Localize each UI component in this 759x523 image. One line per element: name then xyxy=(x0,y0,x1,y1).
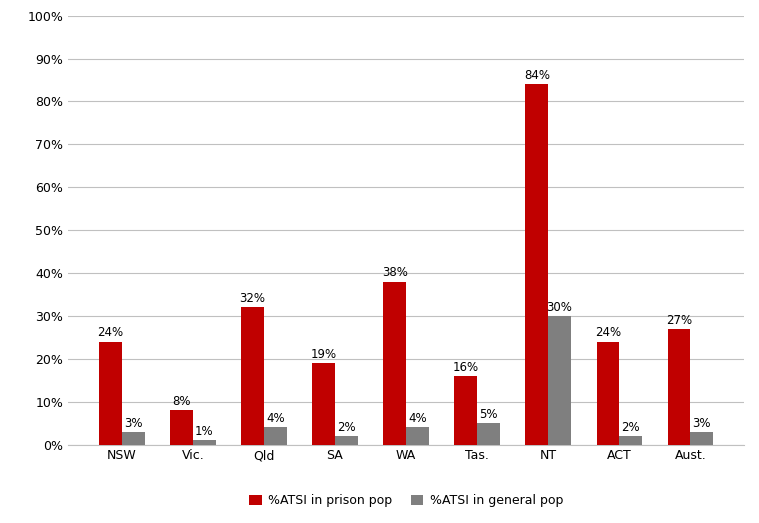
Text: 24%: 24% xyxy=(97,326,124,339)
Text: 24%: 24% xyxy=(595,326,621,339)
Text: 3%: 3% xyxy=(692,416,711,429)
Text: 84%: 84% xyxy=(524,69,550,82)
Text: 32%: 32% xyxy=(240,292,266,305)
Bar xyxy=(335,436,357,445)
Bar xyxy=(170,410,193,445)
Text: 2%: 2% xyxy=(337,421,356,434)
Text: 4%: 4% xyxy=(408,412,427,425)
Bar xyxy=(312,363,335,445)
Legend: %ATSI in prison pop, %ATSI in general pop: %ATSI in prison pop, %ATSI in general po… xyxy=(244,490,568,513)
Text: 27%: 27% xyxy=(666,314,692,326)
Bar xyxy=(193,440,216,445)
Bar xyxy=(121,431,144,445)
Bar xyxy=(597,342,619,445)
Text: 16%: 16% xyxy=(452,361,479,374)
Bar xyxy=(668,329,691,445)
Bar xyxy=(99,342,121,445)
Text: 4%: 4% xyxy=(266,412,285,425)
Bar xyxy=(241,308,264,445)
Text: 2%: 2% xyxy=(622,421,640,434)
Bar xyxy=(619,436,642,445)
Text: 19%: 19% xyxy=(310,348,337,361)
Text: 1%: 1% xyxy=(195,425,213,438)
Text: 8%: 8% xyxy=(172,395,191,408)
Bar xyxy=(691,431,713,445)
Text: 5%: 5% xyxy=(479,408,498,421)
Bar xyxy=(383,281,406,445)
Bar xyxy=(548,316,571,445)
Text: 3%: 3% xyxy=(124,416,143,429)
Bar xyxy=(455,376,477,445)
Bar xyxy=(525,84,548,445)
Bar xyxy=(264,427,287,445)
Text: 30%: 30% xyxy=(546,301,572,314)
Bar xyxy=(406,427,429,445)
Text: 38%: 38% xyxy=(382,266,408,279)
Bar xyxy=(477,423,500,445)
